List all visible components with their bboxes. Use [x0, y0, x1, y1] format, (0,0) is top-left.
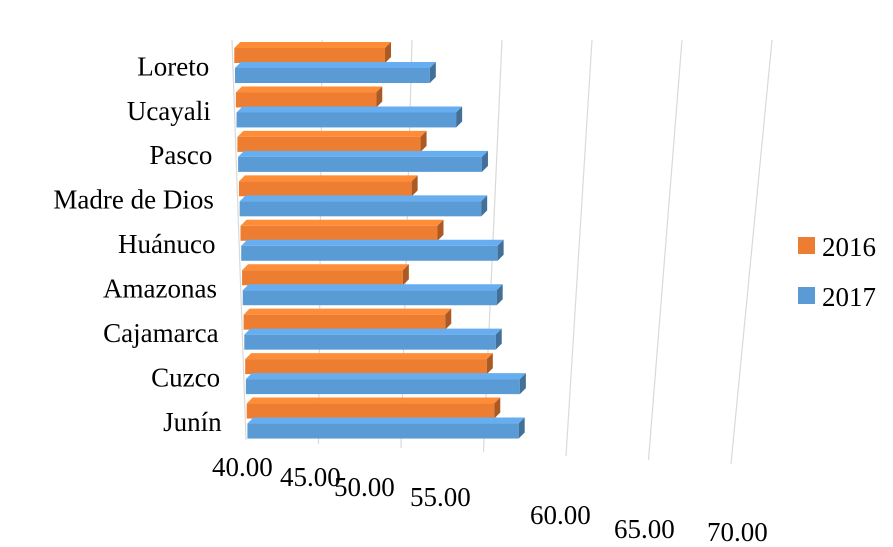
- bar-top-face: [242, 264, 409, 270]
- bar-front-face: [241, 246, 497, 261]
- category-axis: Loreto Ucayali Pasco Madre de Dios Huánuco Am…: [53, 51, 222, 437]
- bar-top-face: [241, 240, 503, 246]
- legend-label: 2016: [822, 232, 876, 262]
- tick-label: 45.00: [280, 462, 341, 492]
- category-label: Amazonas: [103, 274, 217, 304]
- tick-label: 40.00: [212, 452, 273, 482]
- bar-2017-amazonas: [243, 284, 503, 305]
- bar-front-face: [240, 201, 482, 216]
- bar-2017-junín: [247, 418, 524, 439]
- legend-label: 2017: [822, 282, 876, 312]
- category-label: Huánuco: [118, 229, 215, 259]
- category-label: Madre de Dios: [53, 185, 213, 215]
- legend: 2016 2017: [798, 232, 876, 312]
- category-label: Cajamarca: [103, 318, 218, 348]
- bar-2017-cajamarca: [244, 329, 501, 350]
- bar-2017-madre-de-dios: [240, 195, 488, 216]
- bar-front-face: [237, 137, 420, 152]
- gridline: [649, 40, 683, 460]
- bar-top-face: [237, 106, 463, 112]
- bar-2016-madre-de-dios: [239, 175, 418, 196]
- bar-front-face: [236, 92, 376, 107]
- bar-2016-amazonas: [242, 264, 409, 285]
- bar-front-face: [246, 379, 520, 394]
- bar-top-face: [245, 353, 493, 359]
- bar-top-face: [244, 329, 501, 335]
- gridline: [731, 40, 772, 464]
- bar-2017-ucayali: [237, 106, 463, 127]
- bar-front-face: [247, 424, 518, 439]
- category-label: Junín: [163, 407, 222, 437]
- bar-front-face: [235, 68, 430, 83]
- bar-front-face: [234, 48, 385, 63]
- bar-top-face: [243, 284, 503, 290]
- category-label: Ucayali: [127, 96, 211, 126]
- bar-top-face: [234, 42, 391, 48]
- bar-2017-pasco: [238, 151, 488, 172]
- bar-top-face: [239, 175, 418, 181]
- bar-2016-ucayali: [236, 86, 382, 107]
- bar-top-face: [235, 62, 436, 68]
- bar-2016-junín: [247, 398, 501, 419]
- category-label: Loreto: [137, 51, 209, 81]
- bar-2017-cuzco: [246, 373, 526, 394]
- bar-front-face: [237, 112, 457, 127]
- bar-2017-loreto: [235, 62, 436, 83]
- bar-top-face: [237, 131, 426, 137]
- gridline: [566, 40, 592, 456]
- bar-front-face: [247, 404, 495, 419]
- bar-top-face: [247, 418, 524, 424]
- legend-swatch: [798, 237, 815, 254]
- tick-label: 50.00: [334, 472, 395, 502]
- legend-swatch: [798, 287, 815, 304]
- bar-top-face: [241, 220, 444, 226]
- bar-2017-huánuco: [241, 240, 503, 261]
- bar-front-face: [244, 315, 446, 330]
- bar-layer: [234, 42, 526, 439]
- bar-top-face: [246, 373, 526, 379]
- bar-front-face: [239, 181, 412, 196]
- category-label: Pasco: [149, 140, 212, 170]
- tick-label: 55.00: [410, 482, 471, 512]
- tick-label: 65.00: [614, 514, 675, 544]
- bar-2016-huánuco: [241, 220, 444, 241]
- bar-front-face: [238, 157, 482, 172]
- bar-front-face: [242, 270, 403, 285]
- bar-front-face: [243, 290, 497, 305]
- bar-front-face: [245, 359, 487, 374]
- bar-2016-cuzco: [245, 353, 493, 374]
- bar-top-face: [238, 151, 488, 157]
- bar-top-face: [247, 398, 501, 404]
- bar-2016-pasco: [237, 131, 426, 152]
- bar-front-face: [244, 335, 495, 350]
- bar-2016-cajamarca: [244, 309, 452, 330]
- bar-front-face: [241, 226, 438, 241]
- bar-2016-loreto: [234, 42, 391, 63]
- legend-item-2016: 2016: [798, 232, 876, 262]
- bar-top-face: [244, 309, 452, 315]
- bar-top-face: [240, 195, 488, 201]
- category-label: Cuzco: [151, 362, 220, 392]
- tick-label: 60.00: [530, 500, 591, 530]
- tick-label: 70.00: [707, 517, 768, 547]
- legend-item-2017: 2017: [798, 282, 876, 312]
- bar-top-face: [236, 86, 382, 92]
